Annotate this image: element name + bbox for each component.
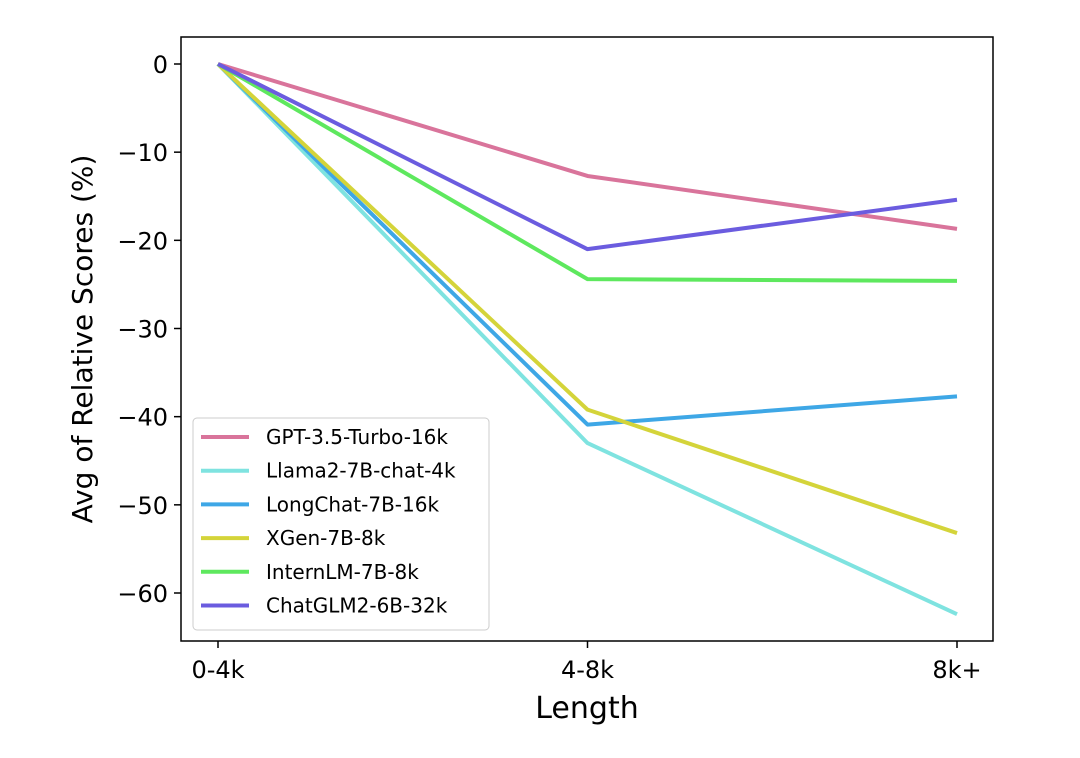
series-line-5 <box>217 62 958 252</box>
y-tick-label: −10 <box>117 139 168 167</box>
y-tick-label: −40 <box>117 404 168 432</box>
legend-label: InternLM-7B-8k <box>266 560 419 584</box>
y-tick-label: −30 <box>117 316 168 344</box>
y-tick-label: −50 <box>117 492 168 520</box>
legend-box <box>192 417 490 631</box>
y-tick-label: −20 <box>117 227 168 255</box>
x-tick-label: 4-8k <box>561 656 614 684</box>
legend-label: ChatGLM2-6B-32k <box>266 594 448 618</box>
legend-label: LongChat-7B-16k <box>266 492 439 516</box>
legend: GPT-3.5-Turbo-16k Llama2-7B-chat-4k LongCh… <box>192 417 490 631</box>
x-tick-label: 8k+ <box>932 656 981 684</box>
legend-label: GPT-3.5-Turbo-16k <box>266 425 448 449</box>
legend-label: Llama2-7B-chat-4k <box>266 459 456 483</box>
x-tick-label: 0-4k <box>191 656 244 684</box>
y-tick-label: 0 <box>153 51 168 79</box>
series-line-1 <box>216 62 958 616</box>
series-line-2 <box>216 62 958 427</box>
series-line-0 <box>217 62 958 231</box>
y-axis-label: Avg of Relative Scores (%) <box>66 155 99 524</box>
series-line-3 <box>216 62 958 535</box>
series-line-4 <box>216 62 958 283</box>
legend-label: XGen-7B-8k <box>266 526 386 550</box>
y-tick-label: −60 <box>117 580 168 608</box>
x-axis-label: Length <box>535 691 638 726</box>
